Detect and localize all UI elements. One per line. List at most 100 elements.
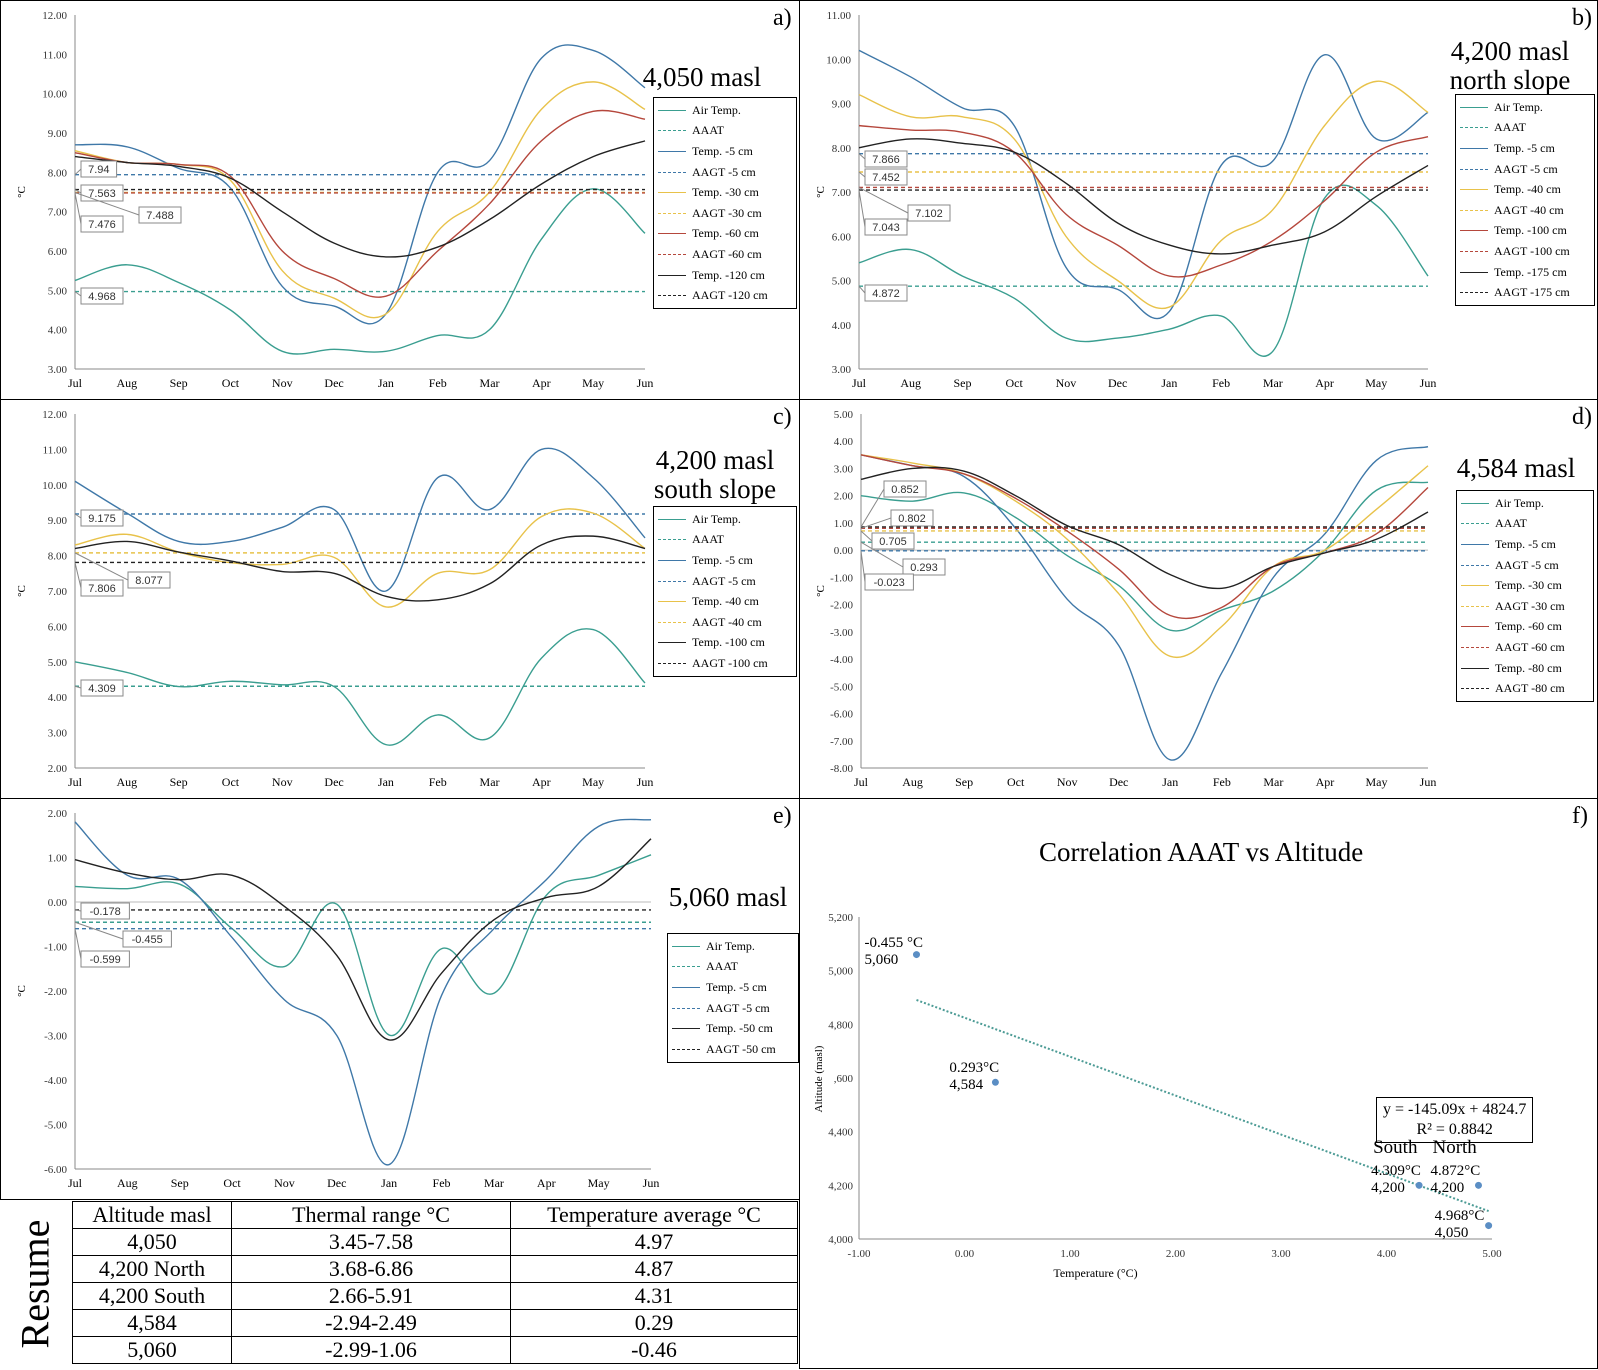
scatter-point xyxy=(1415,1181,1423,1189)
callout-box xyxy=(127,571,171,589)
panel-site-title-line: north slope xyxy=(1449,65,1571,95)
y-tick-label: -2.00 xyxy=(44,986,67,998)
legend-label: Temp. -5 cm xyxy=(706,979,767,994)
callout-box xyxy=(80,950,130,968)
legend-swatch xyxy=(658,642,686,644)
legend-label: AAGT -120 cm xyxy=(692,288,768,303)
legend-label: AAGT -50 cm xyxy=(706,1041,776,1056)
y-tick-label: 4.00 xyxy=(834,436,854,448)
panel-site-title-line: 4,584 masl xyxy=(1456,453,1576,483)
legend-entry: Temp. -30 cm xyxy=(658,182,792,203)
x-tick-label: Mar xyxy=(484,1176,504,1190)
panel-letter: b) xyxy=(1572,5,1592,31)
panel-letter: e) xyxy=(773,803,792,829)
series-line xyxy=(74,818,652,1166)
y-tick-label: 4,200 xyxy=(828,1180,853,1192)
series-line xyxy=(860,454,1429,659)
resume-cell: 2.66-5.91 xyxy=(231,1282,511,1310)
x-tick-label: Oct xyxy=(1006,376,1024,390)
legend-entry: Temp. -5 cm xyxy=(672,977,794,998)
callout-label: 8.077 xyxy=(135,575,163,587)
series-line xyxy=(860,466,1429,590)
point-label-temp: 4.872°C xyxy=(1430,1163,1481,1180)
legend-swatch xyxy=(658,192,686,194)
legend-entry: Temp. -120 cm xyxy=(658,265,792,286)
legend-entry: AAGT -5 cm xyxy=(1460,159,1590,180)
y-tick-label: 1.00 xyxy=(48,853,68,865)
series-line xyxy=(74,838,652,1041)
legend-entry: Temp. -30 cm xyxy=(1461,575,1589,596)
table-row: 4,584 -2.94-2.49 0.29 xyxy=(72,1309,798,1337)
legend-entry: AAGT -5 cm xyxy=(658,571,792,592)
x-tick-label: Jul xyxy=(68,1176,83,1190)
legend-entry: AAGT -40 cm xyxy=(658,612,792,633)
point-label-altitude: 4,200 xyxy=(1371,1180,1405,1197)
legend-entry: Air Temp. xyxy=(672,936,794,957)
callout-box xyxy=(80,902,130,920)
legend-label: Temp. -50 cm xyxy=(706,1021,773,1036)
x-tick-label: Jul xyxy=(854,775,869,789)
panel-letter: a) xyxy=(773,5,792,31)
callout-label: 4.968 xyxy=(88,291,116,303)
y-tick-label: 1.00 xyxy=(834,518,854,530)
legend-entry: Temp. -5 cm xyxy=(658,550,792,571)
y-tick-label: 9.00 xyxy=(832,99,852,111)
series-line xyxy=(74,140,646,258)
legend-label: Temp. -60 cm xyxy=(692,226,759,241)
y-axis-label: °C xyxy=(815,186,827,198)
series-line xyxy=(74,628,646,746)
legend-swatch xyxy=(658,233,686,235)
legend-label: AAGT -40 cm xyxy=(1494,202,1564,217)
callout-leader xyxy=(74,291,82,297)
x-tick-label: Jun xyxy=(1420,775,1437,789)
callout-leader xyxy=(74,685,82,689)
x-tick-label: Oct xyxy=(222,775,240,789)
resume-cell: 0.29 xyxy=(510,1309,798,1337)
legend-label: Temp. -120 cm xyxy=(692,267,765,282)
x-tick-label: 3.00 xyxy=(1271,1248,1291,1260)
x-tick-label: Feb xyxy=(1213,775,1231,789)
series-line xyxy=(74,188,646,355)
y-tick-label: -4.00 xyxy=(44,1075,67,1087)
x-tick-label: 0.00 xyxy=(955,1248,975,1260)
x-tick-label: Mar xyxy=(480,775,500,789)
legend-entry: Temp. -100 cm xyxy=(658,633,792,654)
chart-panel-c: 2.00 3.00 4.00 5.00 6.00 7.00 8.00 9.00 10.00 11.… xyxy=(0,399,800,799)
legend: Air Temp. AAAT Temp. -5 cm AAGT -5 cm Temp. … xyxy=(653,97,797,309)
y-tick-label: 6.00 xyxy=(48,246,68,258)
panel-site-title: 4,200 masl north slope xyxy=(1442,37,1578,95)
y-tick-label: 8.00 xyxy=(48,167,68,179)
callout-box xyxy=(122,930,172,948)
y-tick-label: 12.00 xyxy=(42,10,67,22)
series-line xyxy=(74,535,646,602)
legend-entry: AAAT xyxy=(658,121,792,142)
x-tick-label: Nov xyxy=(272,775,293,789)
y-tick-label: 3.00 xyxy=(834,463,854,475)
callout-label: -0.178 xyxy=(90,906,121,918)
callout-label: 0.705 xyxy=(879,536,907,548)
legend-swatch xyxy=(658,212,686,214)
callout-leader xyxy=(860,530,873,542)
y-tick-label: -6.00 xyxy=(44,1164,67,1176)
y-tick-label: 11.00 xyxy=(43,49,68,61)
callout-leader xyxy=(74,192,82,225)
callout-label: 0.802 xyxy=(898,513,926,525)
series-line xyxy=(858,49,1429,320)
panel-letter: d) xyxy=(1572,404,1592,430)
legend-entry: AAAT xyxy=(672,957,794,978)
callout-leader xyxy=(74,168,82,176)
y-tick-label: 10.00 xyxy=(42,480,67,492)
legend-label: AAGT -100 cm xyxy=(1494,243,1570,258)
legend-label: AAGT -30 cm xyxy=(1495,598,1565,613)
x-tick-label: Feb xyxy=(429,376,447,390)
x-tick-label: Oct xyxy=(1007,775,1025,789)
x-tick-label: Feb xyxy=(1212,376,1230,390)
y-tick-label: 5.00 xyxy=(48,657,68,669)
legend-label: AAGT -100 cm xyxy=(692,655,768,670)
callout-label: 0.293 xyxy=(910,562,938,574)
callout-leader xyxy=(74,192,140,216)
callout-box xyxy=(138,206,182,224)
y-tick-label: -1.00 xyxy=(44,942,67,954)
y-tick-label: 4.00 xyxy=(48,692,68,704)
panel-letter: f) xyxy=(1572,803,1588,829)
